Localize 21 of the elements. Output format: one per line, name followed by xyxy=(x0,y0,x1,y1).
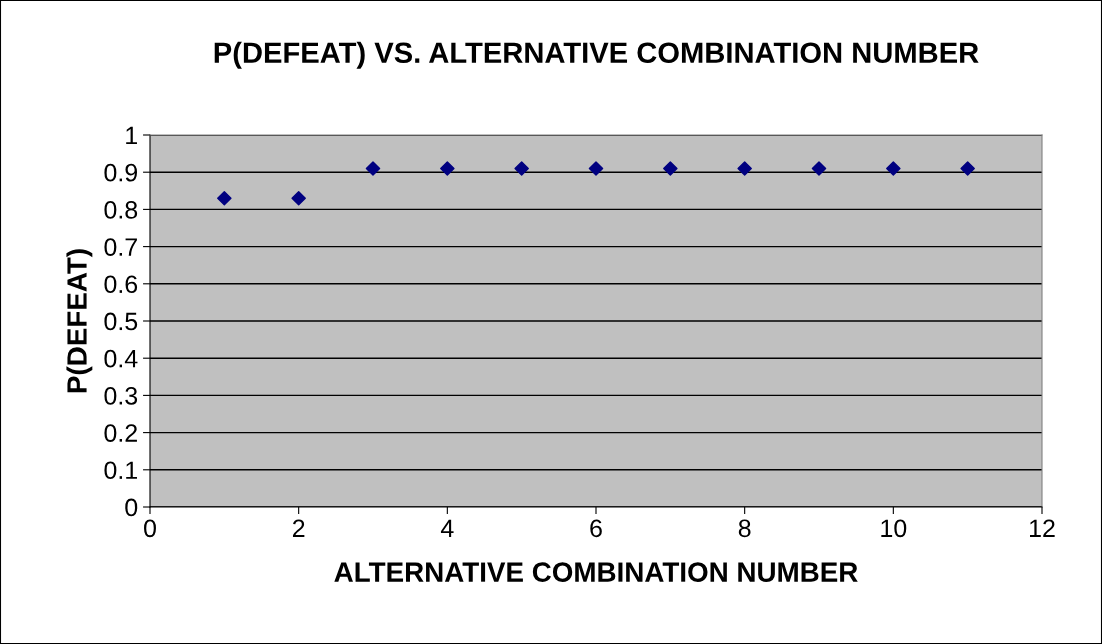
y-tick-label: 0.4 xyxy=(104,349,138,368)
x-tick-label: 12 xyxy=(1030,519,1055,537)
x-tick-label: 8 xyxy=(738,519,751,538)
y-tick-label: 0.8 xyxy=(104,201,138,219)
x-tick-label: 0 xyxy=(144,519,156,538)
x-tick-label: 6 xyxy=(590,519,602,538)
x-tick-label: 2 xyxy=(292,519,305,537)
y-tick-label: 0.9 xyxy=(104,163,138,182)
x-axis-title: ALTERNATIVE COMBINATION NUMBER xyxy=(334,562,858,582)
y-tick-label: 1 xyxy=(126,126,137,145)
y-tick-label: 0 xyxy=(125,498,138,517)
y-tick-label: 0.3 xyxy=(104,387,138,405)
y-tick-label: 0.7 xyxy=(104,238,137,256)
x-tick-label: 4 xyxy=(440,519,454,537)
x-tick-label: 10 xyxy=(881,519,907,538)
y-tick-label: 0.6 xyxy=(104,275,138,294)
y-tick-label: 0.2 xyxy=(104,424,137,442)
y-tick-label: 0.1 xyxy=(104,461,137,480)
y-tick-label: 0.5 xyxy=(104,312,138,331)
chart-title: P(DEFEAT) VS. ALTERNATIVE COMBINATION NUMBER xyxy=(214,41,979,69)
y-axis-title: P(DEFEAT) xyxy=(66,249,93,393)
